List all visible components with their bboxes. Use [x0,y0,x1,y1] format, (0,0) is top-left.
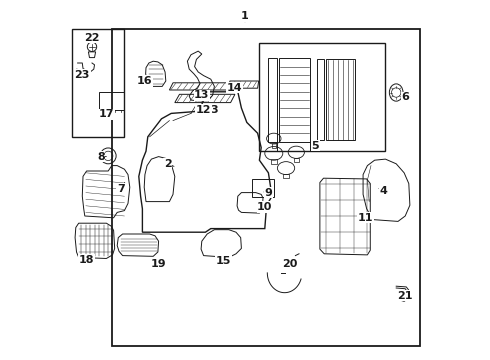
Bar [294,158,299,162]
Bar [269,58,277,142]
Text: 4: 4 [380,186,388,196]
Text: 9: 9 [265,188,272,198]
Text: 2: 2 [164,159,171,169]
Text: 21: 21 [397,291,413,301]
Text: 6: 6 [401,92,409,102]
Text: 11: 11 [358,213,373,223]
Text: 16: 16 [136,76,152,86]
Bar [112,29,419,346]
Bar [271,143,276,148]
Bar [317,59,324,140]
Bar [99,92,124,110]
Bar [279,58,310,142]
Text: 1: 1 [241,11,249,21]
Text: 12: 12 [196,105,211,115]
Text: 23: 23 [74,70,90,80]
Text: 7: 7 [117,184,124,194]
Bar [283,174,289,178]
Bar [259,43,386,151]
Bar [252,179,274,197]
Text: 17: 17 [98,109,114,120]
Bar [271,159,276,164]
Text: 3: 3 [211,105,218,115]
Text: 8: 8 [97,152,105,162]
Text: 10: 10 [257,202,272,212]
Text: 13: 13 [194,90,210,100]
Text: 14: 14 [226,83,242,93]
Text: 18: 18 [79,255,95,265]
Text: 22: 22 [84,33,100,43]
Bar [326,59,355,140]
Text: 5: 5 [311,141,319,151]
Text: 15: 15 [216,256,231,266]
Bar [72,29,124,137]
Text: 19: 19 [151,258,167,269]
Text: 20: 20 [282,258,298,269]
